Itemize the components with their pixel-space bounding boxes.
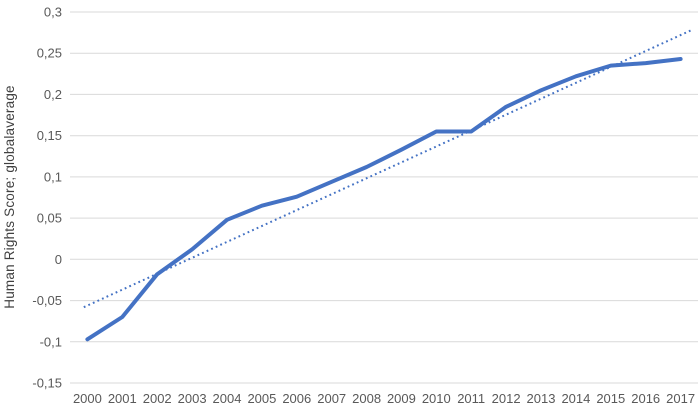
y-tick-label: 0 [55,252,62,267]
x-tick-label: 2001 [108,391,137,406]
y-tick-label: -0,05 [32,293,62,308]
y-tick-label: 0,2 [44,87,62,102]
trendline-layer [83,28,693,309]
x-tick-label: 2016 [631,391,660,406]
x-tick-label: 2006 [282,391,311,406]
y-tick-label: 0,15 [37,128,62,143]
x-tick-label: 2000 [73,391,102,406]
y-tick-label: 0,3 [44,5,62,20]
y-tick-label: 0,05 [37,211,62,226]
x-tick-label: 2008 [352,391,381,406]
x-tick-label: 2002 [143,391,172,406]
linear-trendline [83,28,693,309]
x-tick-label: 2005 [247,391,276,406]
x-tick-label: 2010 [422,391,451,406]
series-layer [85,57,683,342]
x-tick-label: 2009 [387,391,416,406]
y-axis-title: Human Rights Score; globalaverage [2,85,17,308]
y-tick-label: 0,1 [44,169,62,184]
x-tick-label: 2003 [178,391,207,406]
x-tick-label: 2017 [666,391,695,406]
y-tick-label: -0,15 [32,376,62,391]
x-tick-label: 2007 [317,391,346,406]
x-tick-label: 2013 [527,391,556,406]
x-tick-label: 2004 [213,391,242,406]
x-tick-label: 2011 [457,391,485,406]
y-tick-label: 0,25 [37,46,62,61]
axis-labels-layer: 0,3 0,25 0,2 0,15 0,1 0,05 0 -0,05 -0,1 -0,15 2000… [32,5,695,407]
y-tick-label: -0,1 [40,334,62,349]
x-tick-label: 2014 [561,391,590,406]
x-tick-label: 2015 [596,391,625,406]
x-tick-label: 2012 [492,391,521,406]
series-line-human-rights-score [85,57,683,342]
gridlines-layer [70,11,698,384]
